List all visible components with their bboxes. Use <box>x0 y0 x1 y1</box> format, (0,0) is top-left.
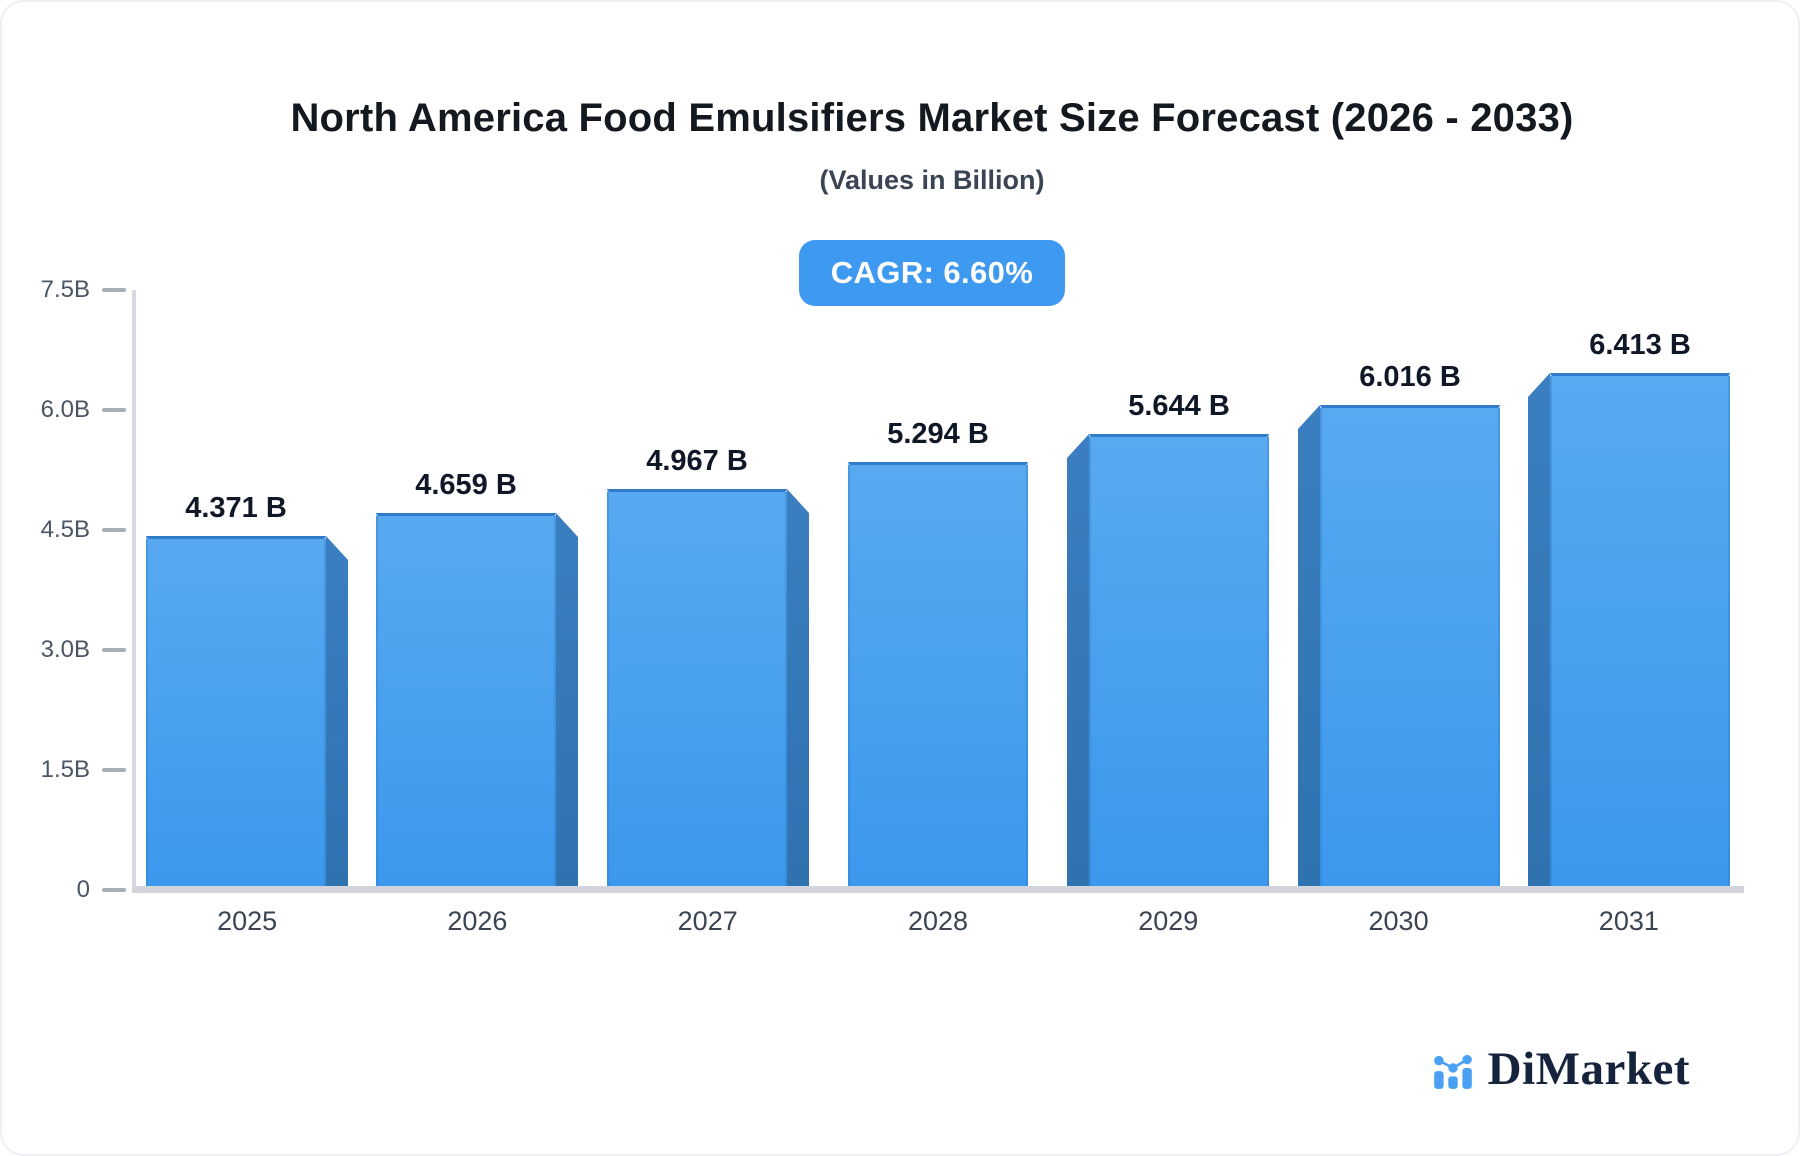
y-axis-line <box>132 290 136 886</box>
bar-face-2029 <box>1089 434 1269 886</box>
bar-2025 <box>146 536 348 886</box>
x-axis-label-2025: 2025 <box>217 906 278 936</box>
y-tick-label: 6.0B <box>40 396 90 423</box>
x-axis-label-2028: 2028 <box>907 906 969 936</box>
bar-2030 <box>1298 405 1500 886</box>
bar-face-2025 <box>146 536 326 886</box>
y-tick-label: 0 <box>76 876 90 903</box>
bar-value-label: 5.644 B <box>1128 390 1230 422</box>
y-tick-mark <box>102 288 126 292</box>
bar-value-label: 5.294 B <box>887 418 989 450</box>
bar-face-2027 <box>607 489 787 886</box>
y-tick-mark <box>102 408 126 412</box>
cagr-badge: CAGR: 6.60% <box>798 240 1066 306</box>
brand-name: DiMarket <box>1487 1043 1690 1095</box>
bar-value-label: 4.371 B <box>185 492 287 524</box>
x-axis-label-2031: 2031 <box>1598 906 1659 936</box>
bar-value-label: 4.967 B <box>646 445 748 477</box>
x-axis-label-2029: 2029 <box>1138 906 1199 936</box>
bar-value-label: 6.413 B <box>1589 329 1691 361</box>
bar-face-2028 <box>848 462 1028 886</box>
bar-face-2026 <box>376 513 556 886</box>
bar-value-label: 6.016 B <box>1359 361 1461 393</box>
bar-2029 <box>1067 434 1269 886</box>
x-axis-label-2027: 2027 <box>677 906 738 936</box>
chart-subtitle: (Values in Billion) <box>819 165 1045 195</box>
bar-chart-logo-icon <box>1433 1054 1472 1089</box>
bar-2031 <box>1528 373 1730 886</box>
x-axis-label-2026: 2026 <box>447 906 508 936</box>
bar-2027 <box>607 489 809 886</box>
y-tick-mark <box>102 528 126 532</box>
y-tick-label: 7.5B <box>40 276 90 303</box>
y-tick-mark <box>102 648 126 652</box>
y-tick-label: 4.5B <box>40 516 90 543</box>
chart-title: North America Food Emulsifiers Market Si… <box>290 96 1574 140</box>
bar-2028 <box>848 462 1028 886</box>
y-tick-mark <box>102 888 126 892</box>
brand-logo: DiMarket <box>1430 1042 1690 1096</box>
bar-face-2031 <box>1550 373 1730 886</box>
chart-header: North America Food Emulsifiers Market Si… <box>2 2 1798 306</box>
bar-2026 <box>376 513 578 886</box>
bar-side-2025 <box>326 536 348 886</box>
x-axis-label-2030: 2030 <box>1368 906 1429 936</box>
bar-side-2026 <box>556 513 578 886</box>
bar-side-2029 <box>1067 434 1089 886</box>
bar-side-2027 <box>787 489 809 886</box>
bar-side-2030 <box>1298 405 1320 886</box>
bar-value-label: 4.659 B <box>415 469 517 501</box>
y-tick-label: 1.5B <box>40 756 90 783</box>
bar-side-2031 <box>1528 373 1550 886</box>
y-tick-mark <box>102 768 126 772</box>
x-axis-baseline <box>132 886 1744 893</box>
bar-face-2030 <box>1320 405 1500 886</box>
y-tick-label: 3.0B <box>40 636 90 663</box>
